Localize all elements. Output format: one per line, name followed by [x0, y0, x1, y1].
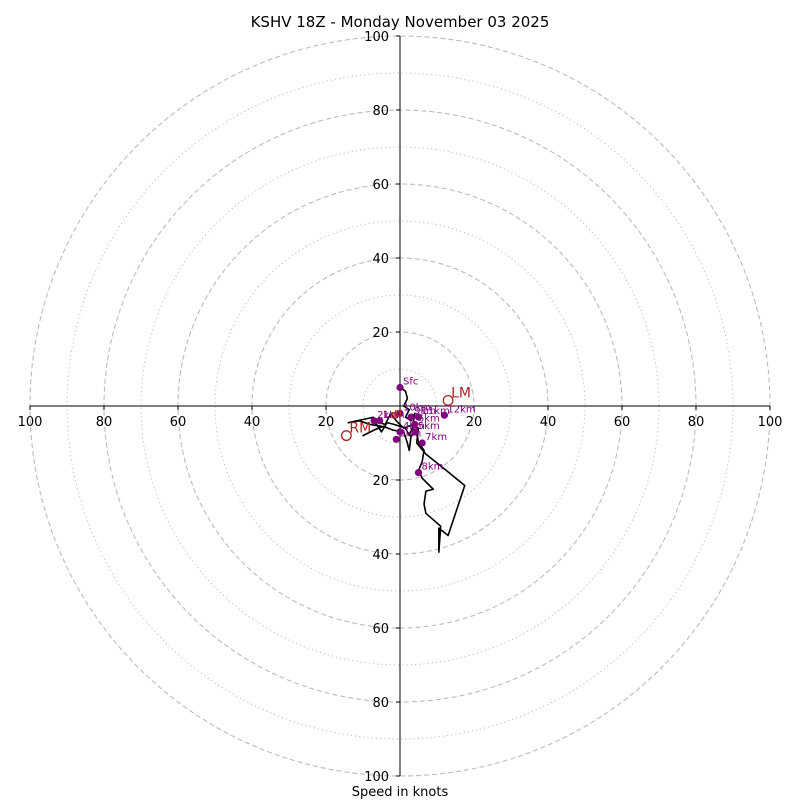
y-tick-label: 20	[372, 326, 389, 341]
y-tick-label: 80	[372, 104, 389, 119]
y-tick-label: 80	[372, 696, 389, 711]
x-tick-label: 100	[758, 415, 783, 430]
mean-wind-marker	[395, 410, 402, 417]
height-marker-11km	[414, 413, 423, 421]
height-marker-10km	[396, 409, 404, 417]
storm-motion-label-rm: RM	[349, 421, 371, 437]
y-tick-label: 60	[372, 178, 389, 193]
x-tick-label: 40	[244, 415, 261, 430]
height-label-10km: 10km	[403, 402, 431, 413]
x-axis-label: Speed in knots	[352, 785, 449, 800]
height-label-sfc: Sfc	[403, 377, 418, 388]
x-tick-label: 80	[688, 415, 705, 430]
height-label-1km: 1km	[383, 410, 405, 421]
height-marker-7km	[418, 439, 426, 447]
mean-wind-marker	[391, 412, 398, 419]
storm-motion-rm	[340, 430, 352, 442]
x-tick-label: 20	[466, 415, 483, 430]
storm-motion-markers: LM RM	[340, 385, 471, 442]
height-label-12km: 12km	[447, 404, 475, 415]
height-marker-12km	[440, 411, 448, 419]
y-tick-label: 40	[372, 548, 389, 563]
height-label-6km: 6km	[418, 414, 440, 425]
height-markers: Sfc1km2km3km4km5km6km7km8km9km10km11km12…	[370, 377, 476, 477]
height-marker-9km	[407, 413, 415, 421]
storm-motion-label-lm: LM	[451, 385, 471, 401]
axes	[30, 36, 770, 776]
height-marker-4km	[396, 428, 404, 436]
x-tick-label: 40	[540, 415, 557, 430]
height-marker-8km	[414, 469, 423, 477]
height-marker-6km	[411, 420, 419, 429]
x-tick-label: 100	[18, 415, 43, 430]
height-label-8km: 8km	[422, 462, 444, 473]
height-marker-2km	[370, 417, 378, 425]
height-label-3km: 3km	[399, 428, 421, 439]
height-marker-sfc	[396, 383, 404, 392]
y-tick-label: 40	[372, 252, 389, 267]
chart-title: KSHV 18Z - Monday November 03 2025	[251, 13, 550, 31]
y-tick-label: 60	[372, 622, 389, 637]
x-tick-label: 60	[170, 415, 187, 430]
height-label-7km: 7km	[425, 432, 447, 443]
height-label-5km: 5km	[418, 421, 440, 432]
storm-motion-lm	[442, 395, 454, 406]
height-label-9km: 9km	[414, 406, 436, 417]
height-marker-1km	[376, 417, 384, 425]
x-tick-label: 80	[96, 415, 113, 430]
height-marker-5km	[411, 428, 419, 436]
y-tick-label: 100	[364, 770, 389, 785]
y-tick-label: 100	[364, 30, 389, 45]
height-label-11km: 11km	[422, 406, 450, 417]
height-marker-3km	[392, 435, 400, 443]
axis-ticks: 100 100 80 80 60 60 40 40 20 20 20 20 40 40 60 60 80 80 10…	[18, 30, 783, 785]
x-tick-label: 60	[614, 415, 631, 430]
y-tick-label: 20	[372, 474, 389, 489]
height-label-2km: 2km	[377, 410, 399, 421]
x-tick-label: 20	[318, 415, 335, 430]
